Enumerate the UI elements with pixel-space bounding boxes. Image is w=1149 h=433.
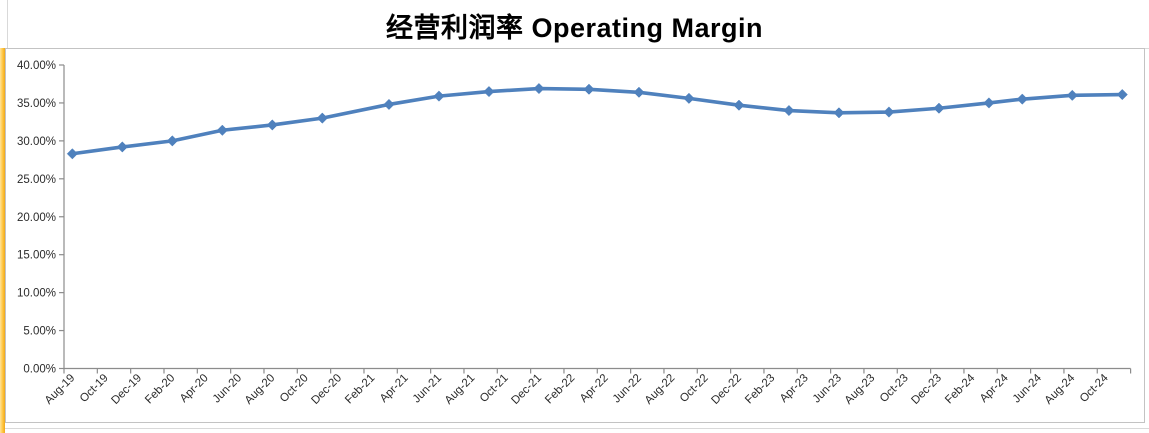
chart-area[interactable]: [5, 48, 1145, 423]
x-axis-tick-label: Aug-22: [643, 372, 678, 407]
x-axis-tick-label: Jun-22: [611, 372, 644, 405]
x-axis-tick-label: Oct-20: [278, 372, 311, 405]
y-axis-tick-label: 10.00%: [17, 288, 56, 300]
data-point-marker[interactable]: [1016, 93, 1028, 105]
data-point-marker[interactable]: [266, 119, 278, 131]
data-point-marker[interactable]: [533, 82, 545, 95]
x-axis-tick-label: Oct-24: [1078, 372, 1111, 405]
chart-title: 经营利润率 Operating Margin: [385, 13, 764, 43]
data-point-marker[interactable]: [433, 90, 445, 102]
data-point-marker[interactable]: [1066, 89, 1078, 101]
x-axis-tick-label: Dec-23: [909, 372, 944, 407]
x-axis-tick-label: Oct-21: [478, 372, 511, 405]
y-axis-tick-label: 40.00%: [17, 60, 56, 72]
x-axis-tick-label: Aug-23: [843, 372, 878, 407]
x-axis-tick-label: Oct-19: [78, 372, 111, 405]
y-axis-tick-label: 15.00%: [17, 250, 56, 262]
x-axis-tick-label: Jun-20: [211, 372, 244, 405]
x-axis-tick-label: Oct-22: [678, 372, 711, 405]
data-point-marker[interactable]: [933, 102, 945, 114]
x-axis-tick-label: Dec-20: [309, 372, 344, 407]
data-point-marker[interactable]: [583, 83, 595, 95]
x-axis-tick-label: Aug-20: [243, 372, 278, 407]
data-point-marker[interactable]: [116, 141, 128, 153]
x-axis-tick-label: Feb-24: [943, 372, 978, 407]
x-axis-tick-label: Jun-24: [1011, 372, 1045, 406]
data-point-marker[interactable]: [883, 106, 895, 118]
x-axis-tick-label: Feb-20: [143, 372, 177, 406]
x-axis-tick-label: Apr-21: [378, 372, 411, 405]
data-point-marker[interactable]: [983, 97, 995, 109]
data-point-marker[interactable]: [166, 135, 178, 147]
x-axis-tick-label: Apr-20: [178, 372, 211, 405]
data-point-marker[interactable]: [66, 148, 78, 160]
x-axis-tick-label: Aug-19: [43, 372, 78, 407]
data-point-marker[interactable]: [833, 107, 845, 119]
x-axis-tick-label: Jun-21: [411, 372, 444, 405]
x-axis-tick-label: Jun-23: [811, 372, 844, 405]
y-axis-tick-label: 20.00%: [17, 212, 56, 224]
data-point-marker[interactable]: [733, 99, 745, 111]
x-axis-tick-label: Apr-22: [578, 372, 611, 405]
data-point-marker[interactable]: [683, 92, 695, 104]
x-axis-tick-label: Feb-21: [343, 372, 377, 406]
y-axis-tick-label: 35.00%: [17, 98, 56, 110]
x-axis-tick-label: Apr-24: [978, 372, 1011, 405]
x-axis-tick-label: Dec-19: [109, 372, 144, 407]
data-point-marker[interactable]: [216, 124, 228, 136]
x-axis-tick-label: Dec-21: [509, 372, 544, 407]
worksheet-yellow-column: [0, 48, 5, 433]
worksheet-gridline-bottom: [0, 428, 1149, 429]
y-axis-tick-label: 5.00%: [23, 326, 56, 338]
y-axis-tick-label: 0.00%: [23, 364, 56, 376]
data-point-marker[interactable]: [1116, 89, 1128, 101]
worksheet-gridline-left: [7, 0, 8, 48]
data-point-marker[interactable]: [483, 86, 495, 98]
x-axis-tick-label: Dec-22: [709, 372, 744, 407]
x-axis-tick-label: Feb-22: [543, 372, 577, 406]
series-line-operating-margin: [70, 86, 1125, 156]
x-axis-tick-label: Feb-23: [743, 372, 777, 406]
x-axis-tick-label: Aug-21: [443, 372, 478, 407]
x-axis-tick-label: Apr-23: [778, 372, 811, 405]
x-axis-tick-label: Oct-23: [878, 372, 911, 405]
y-axis-tick-label: 30.00%: [17, 136, 56, 148]
data-point-marker[interactable]: [316, 112, 328, 124]
y-axis-tick-label: 25.00%: [17, 174, 56, 186]
data-point-marker[interactable]: [383, 98, 395, 111]
data-point-marker[interactable]: [783, 104, 795, 117]
data-point-marker[interactable]: [633, 86, 645, 98]
x-axis-tick-label: Aug-24: [1043, 372, 1078, 407]
